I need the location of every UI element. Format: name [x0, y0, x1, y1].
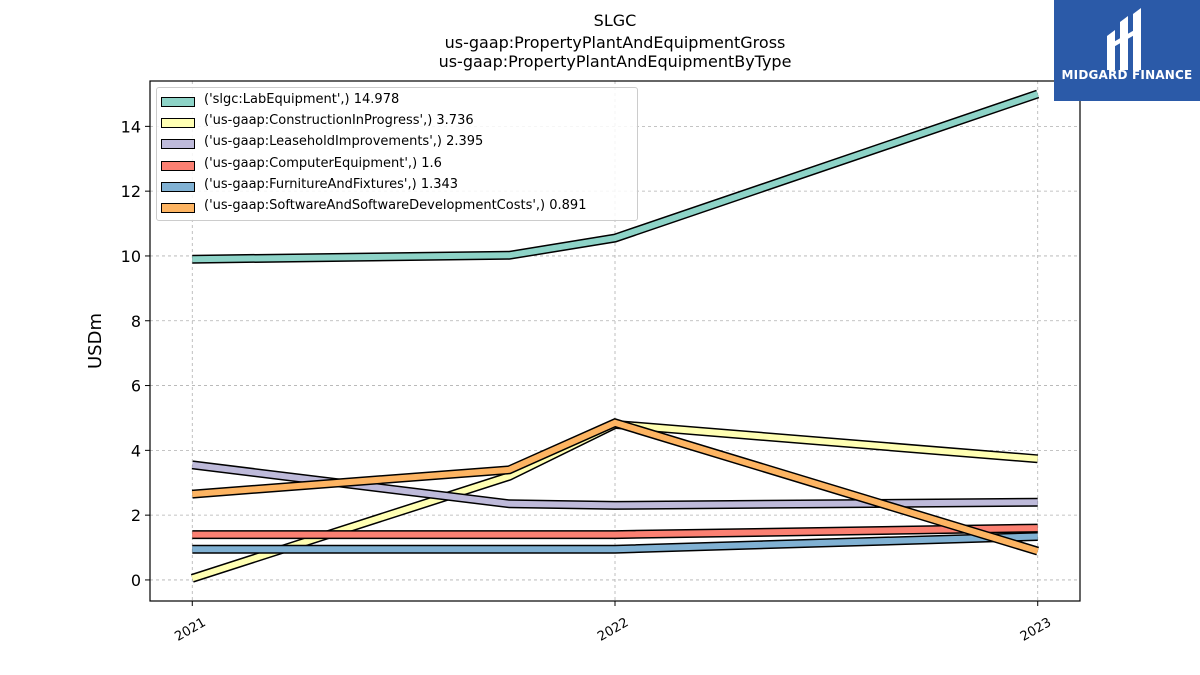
legend-item: ('us-gaap:ComputerEquipment',) 1.6: [157, 155, 637, 175]
legend-label: ('us-gaap:ConstructionInProgress',) 3.73…: [204, 113, 474, 129]
legend-swatch: [161, 160, 195, 171]
legend-label: ('us-gaap:ComputerEquipment',) 1.6: [204, 155, 442, 171]
y-tick-label: 4: [131, 441, 141, 460]
legend-item: ('slgc:LabEquipment',) 14.978: [157, 91, 637, 111]
y-tick-label: 2: [131, 506, 141, 525]
legend-label: ('us-gaap:FurnitureAndFixtures',) 1.343: [204, 176, 459, 192]
legend-item: ('us-gaap:FurnitureAndFixtures',) 1.343: [157, 176, 637, 196]
y-tick-label: 14: [121, 117, 141, 136]
legend-swatch: [161, 203, 195, 213]
y-tick-label: 8: [131, 312, 141, 331]
legend-swatch: [161, 118, 195, 129]
chart-title-line-1: SLGC: [593, 11, 637, 30]
legend-item: ('us-gaap:ConstructionInProgress',) 3.73…: [157, 112, 637, 132]
y-tick-label: 0: [131, 571, 141, 590]
series-line: [192, 525, 1038, 538]
series-lines: [190, 89, 1040, 583]
chart-title-line-3: us-gaap:PropertyPlantAndEquipmentByType: [438, 52, 792, 71]
x-tick-label: 2022: [595, 615, 631, 645]
legend-swatch: [161, 97, 195, 107]
y-tick-label: 12: [121, 182, 141, 201]
legend-item: ('us-gaap:SoftwareAndSoftwareDevelopment…: [157, 197, 637, 217]
series-line: [192, 419, 1039, 554]
y-tick-label: 6: [131, 377, 141, 396]
legend-label: ('slgc:LabEquipment',) 14.978: [204, 92, 400, 107]
legend-swatch: [161, 181, 195, 192]
x-axis: 2021 2022 2023: [172, 601, 1054, 645]
midgard-finance-logo: MIDGARD FINANCE: [1054, 0, 1200, 101]
y-tick-label: 10: [121, 247, 141, 266]
legend-swatch: [161, 139, 195, 150]
logo-text: MIDGARD FINANCE: [1061, 68, 1193, 82]
legend-item: ('us-gaap:LeaseholdImprovements',) 2.395: [157, 133, 637, 153]
legend-label: ('us-gaap:LeaseholdImprovements',) 2.395: [204, 134, 484, 150]
legend-label: ('us-gaap:SoftwareAndSoftwareDevelopment…: [204, 198, 587, 213]
series-line: [192, 533, 1038, 553]
x-tick-label: 2021: [172, 615, 208, 645]
series-line: [192, 91, 1039, 263]
chart-title-line-2: us-gaap:PropertyPlantAndEquipmentGross: [444, 33, 786, 52]
chart-legend: ('slgc:LabEquipment',) 14.978 ('us-gaap:C…: [156, 87, 638, 221]
y-axis: 0 2 4 6 8 10 12 14: [121, 117, 150, 590]
y-axis-label: USDm: [85, 313, 106, 369]
x-tick-label: 2023: [1018, 615, 1054, 645]
midgard-logo-icon: [1107, 8, 1141, 70]
